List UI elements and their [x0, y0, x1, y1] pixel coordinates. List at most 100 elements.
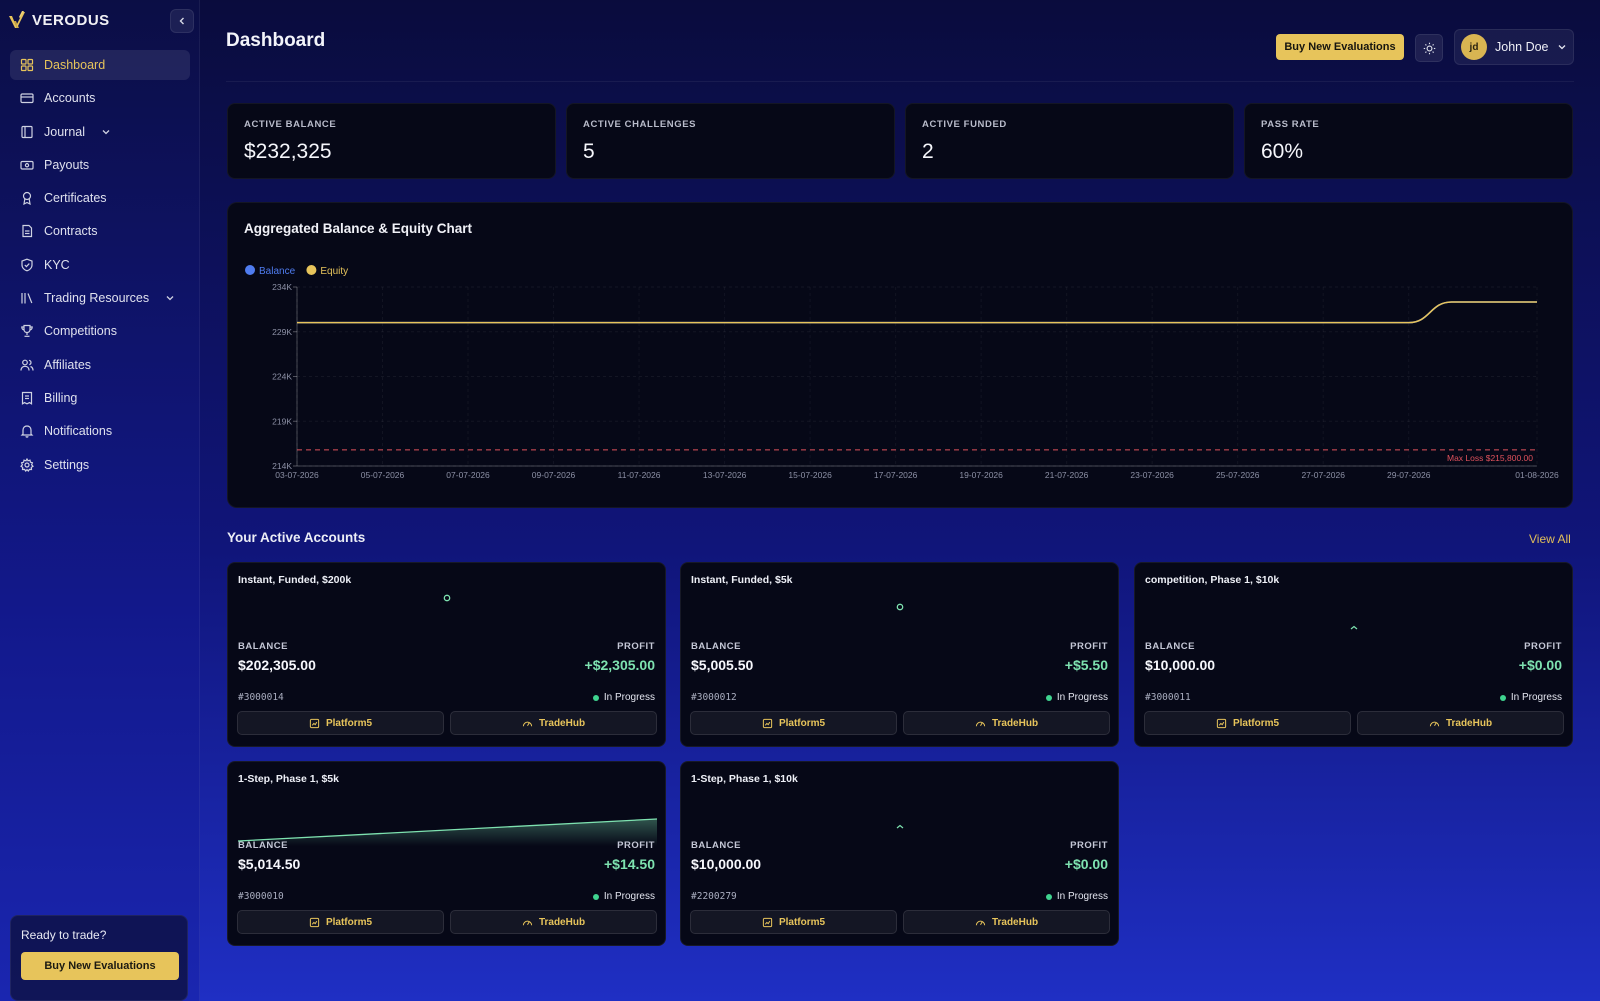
- legend-label: Equity: [320, 266, 348, 277]
- spark-area: [238, 819, 657, 846]
- x-tick-label: 09-07-2026: [532, 470, 576, 480]
- account-name: Instant, Funded, $200k: [238, 574, 352, 586]
- account-name: Instant, Funded, $5k: [691, 574, 793, 586]
- platform-button[interactable]: Platform5: [237, 711, 444, 735]
- sidebar-item-billing[interactable]: Billing: [10, 383, 190, 413]
- stat-pass-rate: PASS RATE 60%: [1244, 103, 1573, 179]
- view-all-link[interactable]: View All: [1529, 532, 1571, 546]
- platform-button[interactable]: Platform5: [1144, 711, 1351, 735]
- y-tick-label: 229K: [272, 327, 292, 337]
- stat-value: 5: [583, 140, 595, 163]
- account-card[interactable]: 1-Step, Phase 1, $5k BALANCE PROFIT $5,014.…: [227, 761, 666, 946]
- tradehub-label: TradeHub: [991, 717, 1039, 729]
- platform-icon: [309, 718, 320, 728]
- account-card[interactable]: 1-Step, Phase 1, $10k BALANCE PROFIT $10,00…: [680, 761, 1119, 946]
- chart-title: Aggregated Balance & Equity Chart: [244, 221, 473, 236]
- x-tick-label: 17-07-2026: [874, 470, 918, 480]
- profit-label: PROFIT: [1070, 840, 1108, 851]
- status-badge: In Progress: [1045, 891, 1108, 902]
- brand[interactable]: VERODUS: [8, 10, 110, 30]
- stat-active-balance: ACTIVE BALANCE $232,325: [227, 103, 556, 179]
- sidebar-item-trading-resources[interactable]: Trading Resources: [10, 283, 190, 313]
- account-id: #3000010: [238, 891, 284, 902]
- spark-caret: [896, 824, 904, 829]
- sidebar-item-affiliates[interactable]: Affiliates: [10, 350, 190, 380]
- sidebar-item-label: Billing: [44, 390, 78, 405]
- sidebar-item-settings[interactable]: Settings: [10, 450, 190, 480]
- x-tick-label: 05-07-2026: [361, 470, 405, 480]
- account-card[interactable]: competition, Phase 1, $10k BALANCE PROFIT $…: [1134, 562, 1573, 747]
- sidebar-item-label: Settings: [44, 457, 90, 472]
- legend-swatch-equity: [306, 265, 317, 275]
- theme-toggle-button[interactable]: [1415, 34, 1443, 62]
- x-tick-label: 03-07-2026: [275, 470, 319, 480]
- x-tick-label: 27-07-2026: [1301, 470, 1345, 480]
- series-line-balance: [297, 301, 1537, 324]
- account-name: 1-Step, Phase 1, $10k: [691, 773, 798, 785]
- chevron-down-icon: [102, 129, 110, 135]
- gauge-icon: [522, 920, 533, 925]
- stat-active-funded: ACTIVE FUNDED 2: [905, 103, 1234, 179]
- x-tick-label: 19-07-2026: [959, 470, 1003, 480]
- platform-button[interactable]: Platform5: [690, 711, 897, 735]
- tradehub-button[interactable]: TradeHub: [903, 910, 1110, 934]
- user-name: John Doe: [1495, 40, 1549, 54]
- balance-label: BALANCE: [238, 641, 288, 652]
- tradehub-button[interactable]: TradeHub: [903, 711, 1110, 735]
- tradehub-button[interactable]: TradeHub: [450, 711, 657, 735]
- sidebar-item-label: Competitions: [44, 324, 117, 339]
- credit-card-icon: [20, 93, 34, 104]
- tradehub-button[interactable]: TradeHub: [450, 910, 657, 934]
- file-text-icon: [22, 225, 33, 238]
- header-divider: [226, 81, 1574, 82]
- status-dot: [592, 694, 599, 701]
- spark-line: [238, 818, 657, 842]
- platform-label: Platform5: [325, 717, 373, 729]
- status-dot: [1499, 694, 1506, 701]
- stat-label: ACTIVE BALANCE: [244, 119, 337, 130]
- y-tick-label: 219K: [272, 416, 292, 426]
- sidebar-item-competitions[interactable]: Competitions: [10, 316, 190, 346]
- chevron-left-icon: [179, 17, 184, 25]
- sidebar-item-label: Contracts: [44, 224, 98, 239]
- y-tick-label: 234K: [272, 282, 292, 292]
- buy-evaluations-button[interactable]: Buy New Evaluations: [1276, 34, 1404, 60]
- x-tick-label: 21-07-2026: [1045, 470, 1089, 480]
- status-text: In Progress: [603, 692, 655, 703]
- max-loss-label: Max Loss $215,800.00: [1447, 453, 1533, 463]
- account-profit: +$0.00: [1518, 657, 1562, 673]
- sidebar-item-contracts[interactable]: Contracts: [10, 216, 190, 246]
- sidebar-item-dashboard[interactable]: Dashboard: [10, 50, 190, 80]
- sidebar-item-journal[interactable]: Journal: [10, 117, 190, 147]
- platform-label: Platform5: [778, 916, 826, 928]
- spark-point: [896, 603, 904, 611]
- status-dot: [592, 893, 599, 900]
- account-id: #3000011: [1145, 692, 1191, 703]
- sidebar-item-kyc[interactable]: KYC: [10, 250, 190, 280]
- book-icon: [21, 125, 33, 138]
- x-tick-label: 23-07-2026: [1130, 470, 1174, 480]
- sidebar-item-certificates[interactable]: Certificates: [10, 183, 190, 213]
- account-card[interactable]: Instant, Funded, $200k BALANCE PROFIT $202,…: [227, 562, 666, 747]
- user-menu-button[interactable]: jd John Doe: [1454, 29, 1574, 65]
- sidebar-item-payouts[interactable]: Payouts: [10, 150, 190, 180]
- sidebar-item-notifications[interactable]: Notifications: [10, 416, 190, 446]
- sidebar-item-label: Affiliates: [44, 357, 92, 372]
- platform-button[interactable]: Platform5: [690, 910, 897, 934]
- bell-icon: [20, 425, 34, 438]
- tradehub-label: TradeHub: [1445, 717, 1493, 729]
- sidebar-buy-evaluations-button[interactable]: Buy New Evaluations: [21, 952, 179, 980]
- tradehub-button[interactable]: TradeHub: [1357, 711, 1564, 735]
- x-tick-label: 25-07-2026: [1216, 470, 1260, 480]
- sidebar-item-accounts[interactable]: Accounts: [10, 83, 190, 113]
- platform-button[interactable]: Platform5: [237, 910, 444, 934]
- y-tick-label: 224K: [272, 372, 292, 382]
- chevron-down-icon: [166, 296, 174, 301]
- collapse-sidebar-button[interactable]: [170, 9, 194, 33]
- sidebar-item-label: Certificates: [44, 191, 107, 206]
- balance-equity-chart[interactable]: Balance Equity 214K 219K 224K 229K 234K 03-07-2…: [228, 203, 1574, 509]
- balance-label: BALANCE: [691, 641, 741, 652]
- account-card[interactable]: Instant, Funded, $5k BALANCE PROFIT $5,005.…: [680, 562, 1119, 747]
- stat-active-challenges: ACTIVE CHALLENGES 5: [566, 103, 895, 179]
- sidebar-item-label: Accounts: [44, 91, 96, 106]
